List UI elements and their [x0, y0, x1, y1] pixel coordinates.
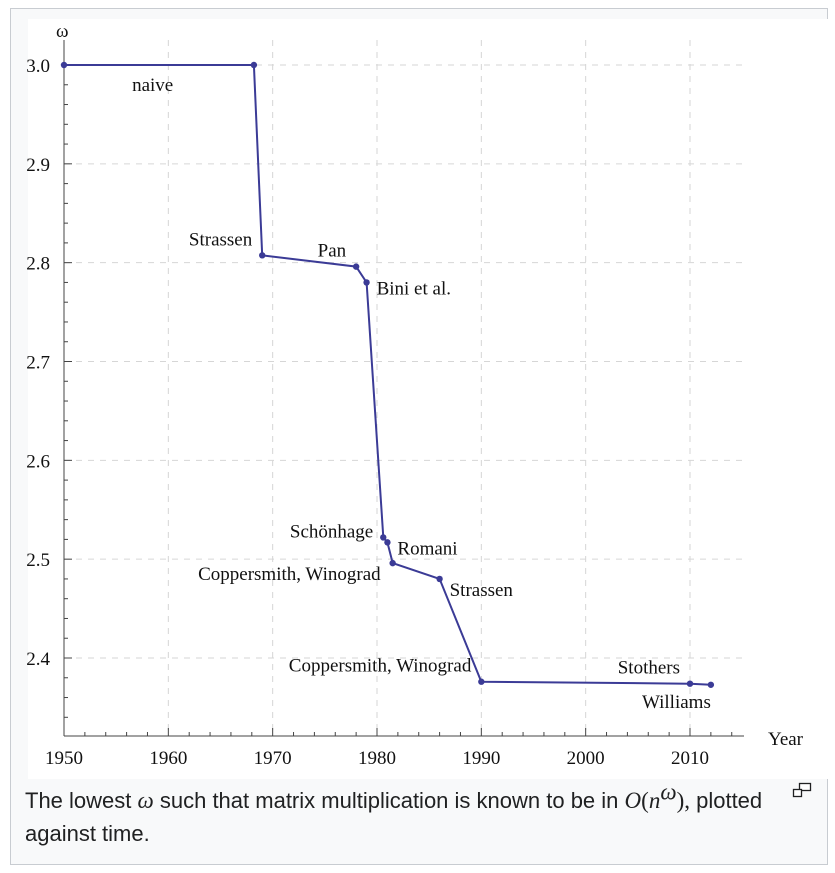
point-label: Pan [318, 241, 347, 262]
caption-paren-open: ( [641, 788, 649, 813]
point-labels: Strassen Pan Bini et al. Schönhage Romani Cop… [132, 75, 711, 713]
y-axis-label: ω [56, 21, 69, 42]
y-tick-label: 2.7 [26, 353, 50, 374]
figure-caption: The lowest ω such that matrix multiplica… [25, 781, 795, 850]
x-tick-label: 1960 [149, 748, 187, 769]
omega-line [64, 64, 711, 686]
series-omega [60, 61, 715, 688]
chart-area [28, 19, 835, 779]
data-point [259, 252, 266, 259]
x-tick-label: 1950 [45, 748, 83, 769]
x-tick-label: 1980 [358, 748, 396, 769]
caption-omega-symbol: ω [137, 788, 154, 813]
data-point [352, 263, 360, 270]
point-label: Stothers [618, 658, 680, 679]
caption-base-n: n [648, 788, 661, 813]
point-label: Williams [642, 692, 711, 713]
y-tick-label: 2.9 [26, 155, 50, 176]
caption-exponent: ω [660, 779, 677, 805]
point-label: Coppersmith, Winograd [198, 564, 381, 585]
data-point [478, 678, 485, 685]
data-point [389, 559, 396, 567]
data-point [380, 534, 387, 541]
magnify-clip-icon[interactable] [792, 782, 812, 798]
caption-big-o: O [624, 788, 642, 813]
caption-suffix: plotted against time. [25, 788, 763, 846]
data-point [686, 680, 694, 687]
data-point [60, 61, 68, 69]
y-tick-label: 2.4 [26, 649, 50, 670]
data-point [707, 681, 715, 688]
caption-middle: such that matrix multiplication is known… [153, 788, 625, 813]
chart-svg: 1950 1960 1970 1980 1990 2000 2010 2.4 2.5 2.6 2.7… [26, 21, 803, 769]
y-tick-label: 2.5 [26, 550, 50, 571]
caption-paren-close: ), [676, 788, 690, 813]
point-label: Strassen [450, 580, 514, 601]
y-tick-label: 2.6 [26, 451, 50, 472]
y-tick-label: 3.0 [26, 56, 50, 77]
point-label: Coppersmith, Winograd [289, 656, 472, 677]
point-label: Romani [397, 538, 457, 559]
caption-prefix: The lowest [25, 788, 138, 813]
x-tick-label: 2000 [567, 748, 605, 769]
data-point [250, 61, 258, 69]
axes: 1950 1960 1970 1980 1990 2000 2010 2.4 2.5 2.6 2.7… [26, 21, 803, 769]
x-tick-label: 1990 [462, 748, 500, 769]
y-tick-label: 2.8 [26, 254, 50, 275]
data-point [384, 539, 391, 546]
data-point [363, 279, 370, 286]
x-axis-label: Year [768, 729, 804, 750]
grid-lines [64, 40, 744, 736]
data-point [436, 575, 443, 583]
point-label: Bini et al. [377, 278, 451, 299]
x-tick-label: 2010 [671, 748, 709, 769]
x-tick-label: 1970 [254, 748, 292, 769]
point-label: Schönhage [290, 521, 373, 542]
annotation-label: naive [132, 75, 173, 96]
figure-frame [10, 8, 835, 865]
point-label: Strassen [189, 229, 253, 250]
